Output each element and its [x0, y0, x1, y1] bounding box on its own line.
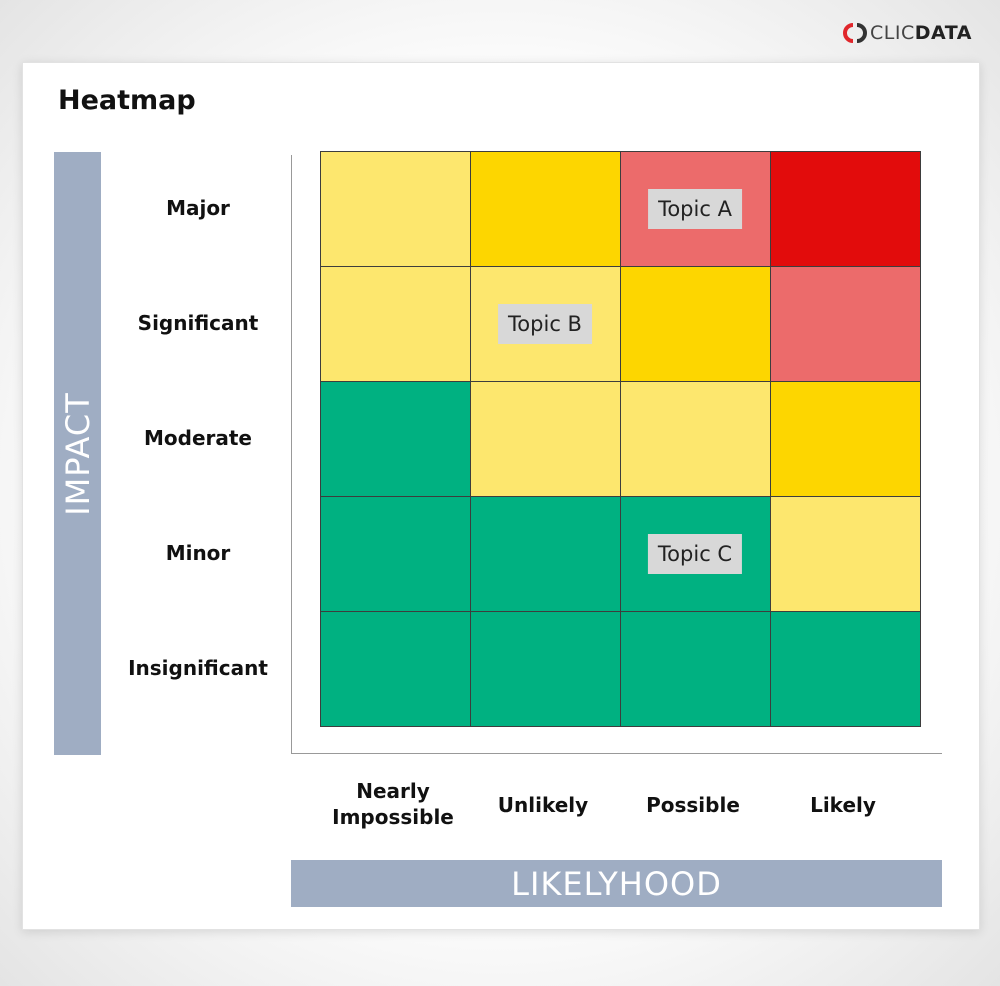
logo-text-data: DATA [914, 22, 972, 44]
clicdata-logo: CLIC DATA [842, 22, 972, 44]
y-tick-label: Major [166, 195, 230, 220]
heatmap-cell [320, 496, 471, 612]
heatmap-cell [470, 611, 621, 727]
topic-annotation: Topic B [498, 303, 592, 344]
heatmap-cell [620, 611, 771, 727]
y-tick-label: Significant [137, 310, 259, 335]
x-tick-label: Unlikely [497, 793, 589, 817]
chart-title: Heatmap [58, 85, 196, 116]
heatmap-cell [770, 151, 921, 267]
heatmap-cell [320, 151, 471, 267]
heatmap-cell [470, 381, 621, 497]
heatmap-cell [770, 381, 921, 497]
heatmap-cell [320, 266, 471, 382]
heatmap-cell [320, 381, 471, 497]
y-tick-label: Moderate [143, 425, 252, 450]
impact-axis-band: IMPACT [54, 152, 101, 755]
x-axis-title: LIKELYHOOD [511, 864, 722, 903]
y-tick-label: Minor [165, 540, 231, 565]
topic-annotation: Topic C [647, 533, 743, 574]
clicdata-logo-icon [843, 23, 867, 43]
logo-text-clic: CLIC [870, 22, 915, 44]
heatmap-cell [620, 266, 771, 382]
x-tick-label: Likely [810, 793, 876, 817]
y-axis-title: IMPACT [58, 391, 97, 516]
heatmap-cell [620, 381, 771, 497]
x-tick-label: Possible [646, 793, 740, 817]
topic-annotation: Topic A [648, 188, 742, 229]
heatmap-cell [770, 496, 921, 612]
likelihood-axis-band: LIKELYHOOD [291, 860, 942, 907]
x-tick-label: Nearly Impossible [332, 779, 454, 829]
heatmap-cell [770, 611, 921, 727]
heatmap-card: Heatmap IMPACT Topic A Topic B Topic C Maj… [22, 62, 980, 930]
x-axis-line [291, 753, 942, 754]
heatmap-cell [320, 611, 471, 727]
y-tick-label: Insignificant [128, 655, 268, 680]
heatmap-cell [470, 496, 621, 612]
y-axis-line [291, 155, 292, 754]
heatmap-cell [770, 266, 921, 382]
heatmap-cell [470, 151, 621, 267]
